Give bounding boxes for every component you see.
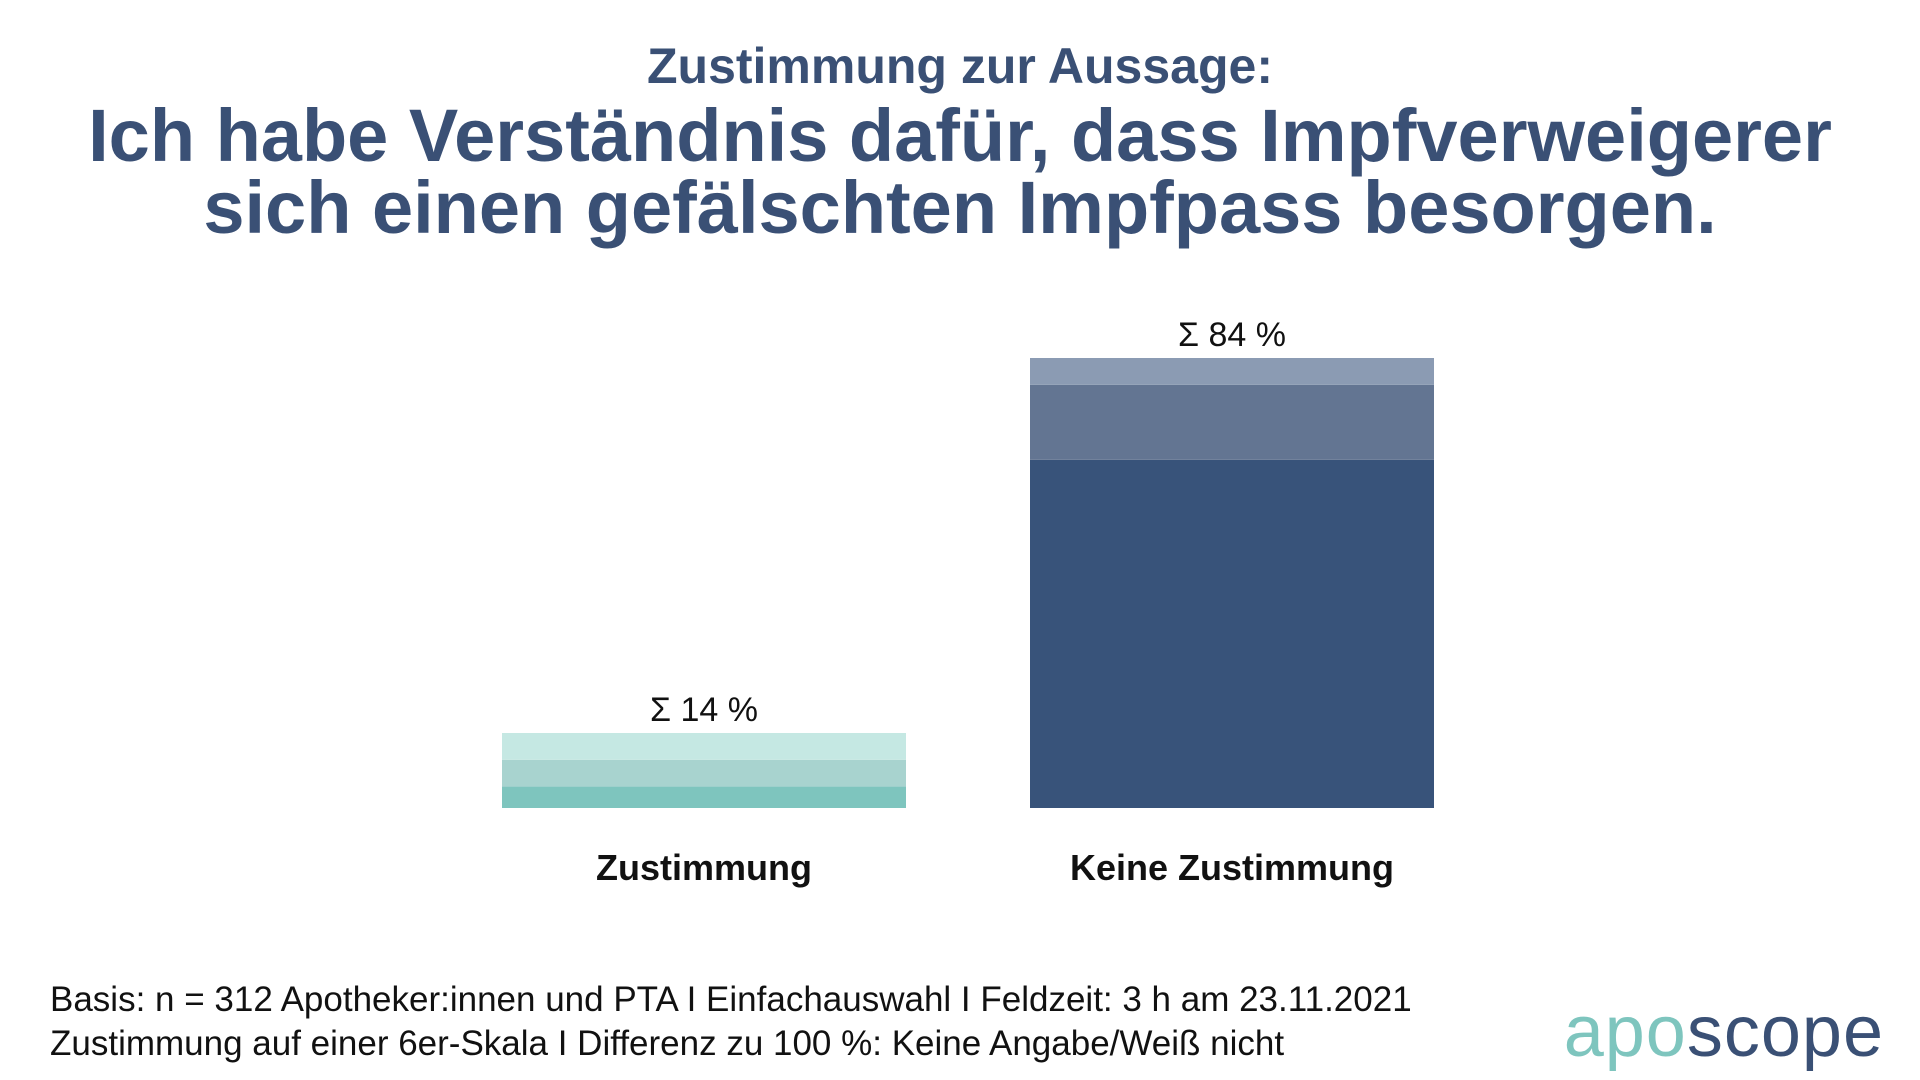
logo-part-scope: scope	[1686, 992, 1884, 1072]
category-label-zustimmung: Zustimmung	[596, 847, 812, 888]
footnote-line-1: Basis: n = 312 Apotheker:innen und PTA I…	[50, 980, 1412, 1019]
category-label-keine-zustimmung: Keine Zustimmung	[1070, 847, 1394, 888]
bar-keine-zustimmung-segment-1	[1030, 459, 1434, 808]
chart-subtitle: Zustimmung zur Aussage:	[647, 38, 1273, 94]
bar-zustimmung-segment-1	[502, 786, 906, 808]
bar-keine-zustimmung-segment-3	[1030, 358, 1434, 385]
bar-keine-zustimmung-segment-2	[1030, 384, 1434, 460]
chart-title-line-1: Ich habe Verständnis dafür, dass Impfver…	[88, 94, 1832, 177]
total-label-zustimmung: Σ 14 %	[650, 691, 758, 729]
chart-title-line-2: sich einen gefälschten Impfpass besorgen…	[203, 166, 1717, 249]
bar-zustimmung-segment-3	[502, 733, 906, 760]
total-label-keine-zustimmung: Σ 84 %	[1178, 316, 1286, 354]
logo-part-apo: apo	[1563, 992, 1687, 1072]
chart-title-text: Ich habe Verständnis dafür, dass Impfver…	[88, 94, 1832, 249]
bar-zustimmung-segment-2	[502, 759, 906, 787]
aposcope-logo: aposcope	[1564, 992, 1884, 1072]
footnote: Basis: n = 312 Apotheker:innen und PTA I…	[50, 978, 1412, 1066]
footnote-line-2: Zustimmung auf einer 6er-Skala I Differe…	[50, 1024, 1285, 1063]
chart-title: Ich habe Verständnis dafür, dass Impfver…	[0, 99, 1920, 245]
title-block: Zustimmung zur Aussage: Ich habe Verstän…	[0, 36, 1920, 245]
